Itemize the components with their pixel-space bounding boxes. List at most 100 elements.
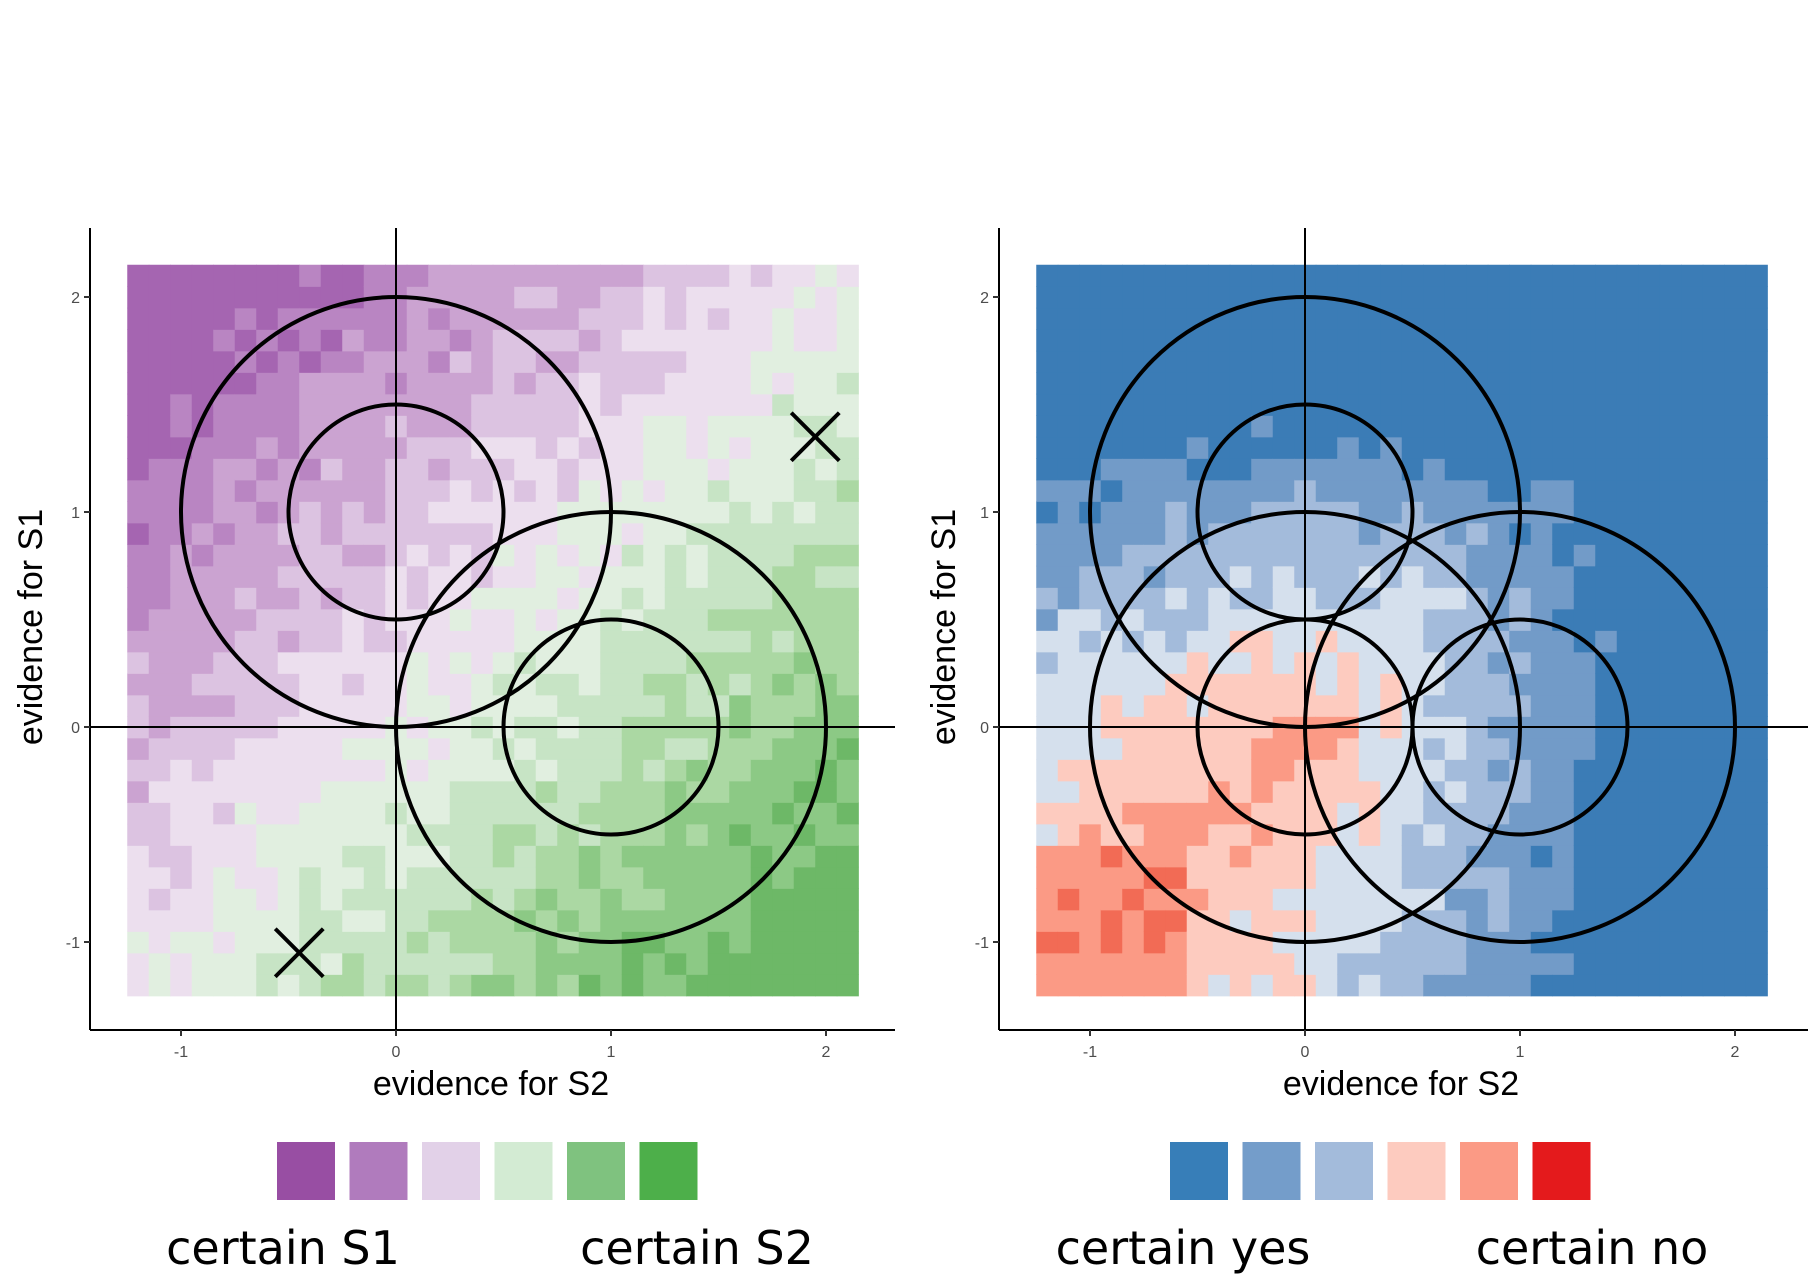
heatmap-cell xyxy=(621,780,644,803)
heatmap-cell xyxy=(1638,501,1661,524)
heatmap-cell xyxy=(256,737,279,760)
heatmap-cell xyxy=(1487,522,1510,545)
heatmap-cell xyxy=(1079,802,1102,825)
heatmap-cell xyxy=(1272,544,1295,567)
heatmap-cell xyxy=(793,393,816,416)
heatmap-cell xyxy=(1487,952,1510,975)
heatmap-cell xyxy=(600,673,623,696)
heatmap-cell xyxy=(1251,737,1274,760)
heatmap-cell xyxy=(213,845,236,868)
heatmap-cell xyxy=(578,759,601,782)
heatmap-cell xyxy=(1616,888,1639,911)
heatmap-cell xyxy=(836,888,859,911)
heatmap-cell xyxy=(363,866,386,889)
heatmap-cell xyxy=(428,694,451,717)
heatmap-cell xyxy=(1509,350,1532,373)
x-tick-label: 0 xyxy=(1301,1044,1310,1061)
heatmap-cell xyxy=(1638,350,1661,373)
heatmap-cell xyxy=(1143,608,1166,631)
heatmap-cell xyxy=(148,565,171,588)
heatmap-cell xyxy=(1208,329,1231,352)
heatmap-cell xyxy=(1315,522,1338,545)
heatmap-cell xyxy=(234,522,257,545)
heatmap-cell xyxy=(1444,888,1467,911)
heatmap-cell xyxy=(686,329,709,352)
heatmap-cell xyxy=(363,307,386,330)
heatmap-cell xyxy=(772,501,795,524)
heatmap-cell xyxy=(1724,888,1747,911)
heatmap-cell xyxy=(213,329,236,352)
heatmap-cell xyxy=(406,522,429,545)
heatmap-cell xyxy=(1100,372,1123,395)
heatmap-cell xyxy=(1208,866,1231,889)
heatmap-cell xyxy=(1079,587,1102,610)
heatmap-cell xyxy=(127,630,150,653)
heatmap-cell xyxy=(1057,436,1080,459)
heatmap-cell xyxy=(1251,587,1274,610)
heatmap-cell xyxy=(148,436,171,459)
heatmap-cell xyxy=(148,372,171,395)
heatmap-cell xyxy=(1100,845,1123,868)
heatmap-cell xyxy=(170,888,193,911)
heatmap-cell xyxy=(1616,931,1639,954)
heatmap-cell xyxy=(170,436,193,459)
heatmap-cell xyxy=(1165,866,1188,889)
heatmap-cell xyxy=(1659,673,1682,696)
heatmap-cell xyxy=(621,673,644,696)
heatmap-cell xyxy=(793,866,816,889)
heatmap-cell xyxy=(277,565,300,588)
heatmap-cell xyxy=(191,845,214,868)
heatmap-cell xyxy=(1466,522,1489,545)
heatmap-cell xyxy=(1466,909,1489,932)
heatmap-cell xyxy=(1186,931,1209,954)
heatmap-cell xyxy=(643,802,666,825)
heatmap-cell xyxy=(234,436,257,459)
heatmap-cell xyxy=(1702,307,1725,330)
heatmap-cell xyxy=(707,307,730,330)
heatmap-cell xyxy=(256,845,279,868)
heatmap-cell xyxy=(299,522,322,545)
heatmap-cell xyxy=(793,307,816,330)
heatmap-cell xyxy=(578,329,601,352)
heatmap-cell xyxy=(342,759,365,782)
heatmap-cell xyxy=(127,737,150,760)
heatmap-cell xyxy=(449,393,472,416)
heatmap-cell xyxy=(621,845,644,868)
heatmap-cell xyxy=(363,931,386,954)
heatmap-cell xyxy=(1638,608,1661,631)
heatmap-cell xyxy=(1616,952,1639,975)
heatmap-cell xyxy=(1122,974,1145,997)
heatmap-cell xyxy=(729,587,752,610)
heatmap-cell xyxy=(363,974,386,997)
heatmap-cell xyxy=(471,952,494,975)
heatmap-cell xyxy=(1122,565,1145,588)
heatmap-cell xyxy=(772,286,795,309)
heatmap-cell xyxy=(299,286,322,309)
heatmap-cell xyxy=(320,264,343,287)
heatmap-cell xyxy=(428,436,451,459)
heatmap-cell xyxy=(557,888,580,911)
heatmap-cell xyxy=(1444,264,1467,287)
heatmap-cell xyxy=(449,458,472,481)
heatmap-cell xyxy=(557,952,580,975)
heatmap-cell xyxy=(1530,286,1553,309)
heatmap-cell xyxy=(793,286,816,309)
heatmap-cell xyxy=(1100,479,1123,502)
heatmap-cell xyxy=(256,759,279,782)
heatmap-cell xyxy=(148,350,171,373)
heatmap-cell xyxy=(449,264,472,287)
heatmap-cell xyxy=(1401,415,1424,438)
heatmap-cell xyxy=(643,415,666,438)
heatmap-cell xyxy=(535,974,558,997)
heatmap-cell xyxy=(836,307,859,330)
x-tick-label: 2 xyxy=(822,1044,831,1061)
heatmap-cell xyxy=(1100,866,1123,889)
heatmap-cell xyxy=(1358,436,1381,459)
heatmap-cell xyxy=(1143,888,1166,911)
heatmap-cell xyxy=(1638,845,1661,868)
heatmap-cell xyxy=(1616,393,1639,416)
heatmap-cell xyxy=(729,264,752,287)
heatmap-cell xyxy=(1358,974,1381,997)
heatmap-cell xyxy=(621,587,644,610)
heatmap-cell xyxy=(428,759,451,782)
